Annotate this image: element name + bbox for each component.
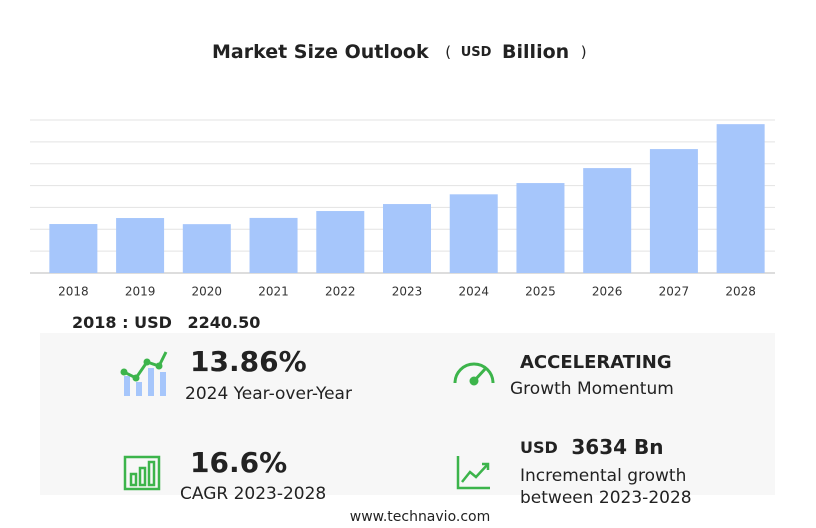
x-tick-label: 2024 [458, 285, 489, 299]
bar [116, 218, 165, 273]
bar [316, 211, 365, 273]
bar [383, 204, 431, 273]
kpi-value: ACCELERATING [520, 352, 672, 373]
x-tick-label: 2018 [58, 285, 89, 299]
icon-cagr [123, 455, 161, 491]
x-tick-label: 2022 [325, 285, 356, 299]
kpi-caption: CAGR 2023-2028 [180, 484, 326, 504]
plot: 2018 2019 2020 2021 2022 2023 2024 2025 2026 2027… [30, 119, 775, 299]
base-year-label: 2018 : USD [72, 313, 172, 332]
icon-momentum [453, 362, 495, 386]
kpi-value: 13.86% [190, 345, 307, 378]
unit-name: Billion [502, 41, 569, 63]
base-year-value: 2240.50 [187, 313, 260, 332]
chart-title: Market Size Outlook ( USD Billion ) [212, 41, 587, 63]
kpi-caption: Incremental growth [520, 466, 686, 486]
kpi-value: 16.6% [190, 446, 287, 479]
kpi-value: USD 3634 Bn [520, 435, 663, 459]
base-year: 2018 : USD 2240.50 [72, 313, 260, 332]
kpi-caption: Growth Momentum [510, 379, 674, 399]
bar [716, 124, 765, 273]
kpi-caption: 2024 Year-over-Year [185, 384, 352, 404]
kpi-amount: 3634 Bn [571, 435, 663, 459]
bar [449, 194, 498, 273]
bar [649, 149, 698, 273]
icon-incremental [456, 456, 490, 490]
x-tick-label: 2019 [125, 285, 156, 299]
x-tick-label: 2021 [258, 285, 289, 299]
x-tick-label: 2020 [192, 285, 223, 299]
x-tick-label: 2028 [725, 285, 756, 299]
title-main: Market Size Outlook [212, 41, 429, 63]
unit-currency: USD [461, 45, 492, 60]
icon-yoy [120, 351, 168, 396]
unit-open: ( [445, 43, 451, 61]
bar [182, 224, 231, 273]
unit-close: ) [581, 43, 587, 61]
footer: www.technavio.com [350, 509, 491, 525]
x-tick-label: 2027 [659, 285, 690, 299]
x-tick-label: 2025 [525, 285, 556, 299]
bar [249, 217, 298, 273]
bar [516, 183, 565, 273]
bar [583, 168, 632, 273]
x-tick-label: 2023 [392, 285, 423, 299]
kpi-caption: between 2023-2028 [520, 488, 692, 508]
bar [49, 224, 98, 273]
kpi-currency: USD [520, 438, 558, 457]
x-tick-label: 2026 [592, 285, 623, 299]
